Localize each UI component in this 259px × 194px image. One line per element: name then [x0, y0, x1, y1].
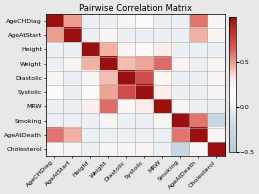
Title: Pairwise Correlation Matrix: Pairwise Correlation Matrix [79, 4, 192, 13]
